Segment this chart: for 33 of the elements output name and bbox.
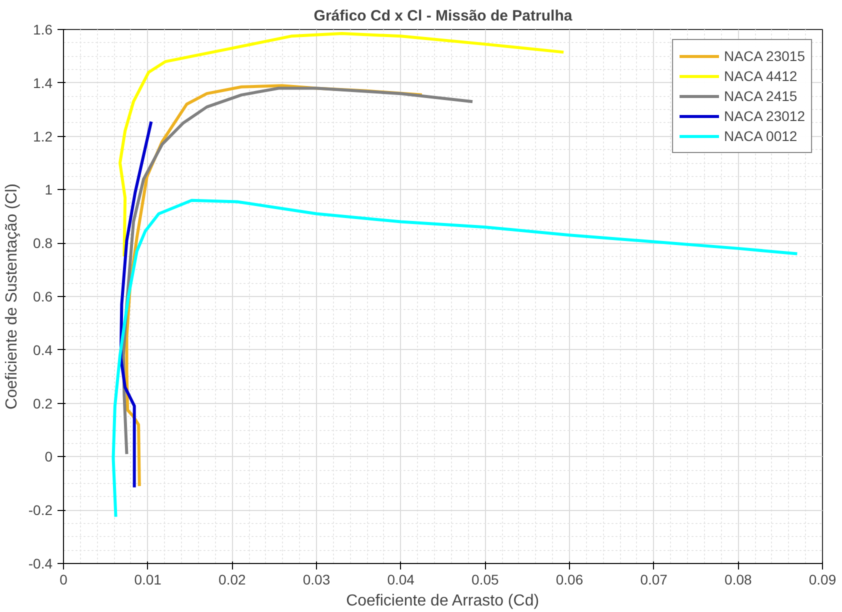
legend-label: NACA 2415 [724, 88, 798, 104]
line-series [119, 120, 153, 489]
y-tick-label: 0 [44, 448, 53, 465]
y-tick-label: 0.2 [33, 395, 53, 412]
x-tick-label: 0.05 [472, 572, 500, 588]
y-tick-label: 1.4 [33, 74, 53, 91]
x-tick-label: 0.07 [640, 572, 668, 588]
x-tick-label: 0 [60, 572, 68, 588]
x-tick-label: 0.06 [556, 572, 584, 588]
x-tick-label: 0.01 [134, 572, 162, 588]
y-tick-label: 0.4 [33, 342, 53, 358]
x-tick-label: 0.09 [808, 572, 836, 588]
y-axis-title: Coeficiente de Sustentação (Cl) [3, 184, 20, 410]
x-tick-label: 0.03 [302, 572, 330, 588]
legend-label: NACA 0012 [724, 128, 798, 144]
legend-label: NACA 23012 [724, 108, 805, 124]
y-tick-label: 1.2 [33, 128, 53, 144]
x-axis-title: Coeficiente de Arrasto (Cd) [346, 592, 540, 610]
line-series [118, 32, 566, 258]
legend-label: NACA 4412 [724, 68, 798, 84]
x-tick-label: 0.04 [387, 572, 415, 588]
x-tick-label: 0.08 [724, 572, 752, 588]
legend-label: NACA 23015 [724, 48, 805, 64]
y-tick-label: 1 [44, 182, 53, 198]
x-tick-label: 0.02 [218, 572, 246, 588]
y-tick-label: 0.6 [33, 288, 53, 304]
y-tick-label: 1.6 [33, 22, 53, 38]
y-tick-label: -0.4 [28, 556, 53, 572]
line-series [112, 198, 799, 518]
line-series [122, 86, 474, 456]
y-tick-label: -0.2 [28, 502, 53, 518]
chart-title: Gráfico Cd x Cl - Missão de Patrulha [314, 8, 573, 24]
y-tick-label: 0.8 [33, 235, 53, 252]
